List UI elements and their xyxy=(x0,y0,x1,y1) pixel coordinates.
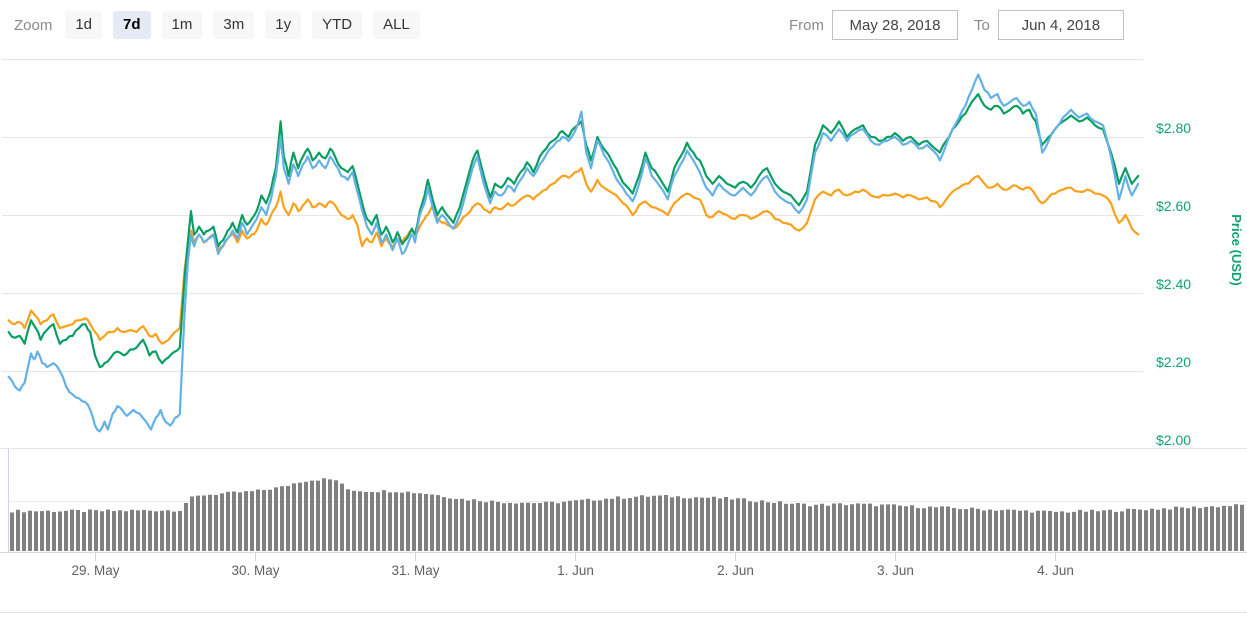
to-date-input[interactable] xyxy=(997,10,1124,40)
x-axis-label: 29. May xyxy=(71,563,119,578)
x-axis-label: 3. Jun xyxy=(877,563,914,578)
from-date-input[interactable] xyxy=(832,10,958,40)
zoom-button-3m[interactable]: 3m xyxy=(213,11,255,39)
price-blue-line[interactable] xyxy=(7,73,1140,433)
y-axis-label: $2.60 xyxy=(1156,198,1191,214)
zoom-button-1d[interactable]: 1d xyxy=(65,11,103,39)
from-label: From xyxy=(789,16,824,34)
zoom-button-1y[interactable]: 1y xyxy=(265,11,302,39)
to-label: To xyxy=(974,16,990,34)
y-axis-title: Price (USD) xyxy=(1229,214,1244,286)
range-selector-buttons: Zoom 1d 7d 1m 3m 1y YTD ALL xyxy=(14,11,431,39)
price-green-line[interactable] xyxy=(7,93,1140,369)
zoom-button-7d[interactable]: 7d xyxy=(113,11,151,39)
x-axis-label: 4. Jun xyxy=(1037,563,1074,578)
x-axis-label: 31. May xyxy=(391,563,439,578)
price-orange-line[interactable] xyxy=(7,167,1140,345)
y-axis-label: $2.40 xyxy=(1156,276,1191,292)
y-axis-label: $2.80 xyxy=(1156,120,1191,136)
x-axis-label: 30. May xyxy=(231,563,279,578)
x-axis-label: 2. Jun xyxy=(717,563,754,578)
zoom-button-ytd[interactable]: YTD xyxy=(312,11,363,39)
zoom-button-all[interactable]: ALL xyxy=(373,11,420,39)
y-axis-label: $2.00 xyxy=(1156,432,1191,448)
y-axis-label: $2.20 xyxy=(1156,354,1191,370)
volume-bars[interactable] xyxy=(10,478,1244,551)
date-range-inputs: From To xyxy=(789,10,1124,40)
zoom-label: Zoom xyxy=(14,16,53,34)
x-axis-label: 1. Jun xyxy=(557,563,594,578)
zoom-button-1m[interactable]: 1m xyxy=(161,11,203,39)
